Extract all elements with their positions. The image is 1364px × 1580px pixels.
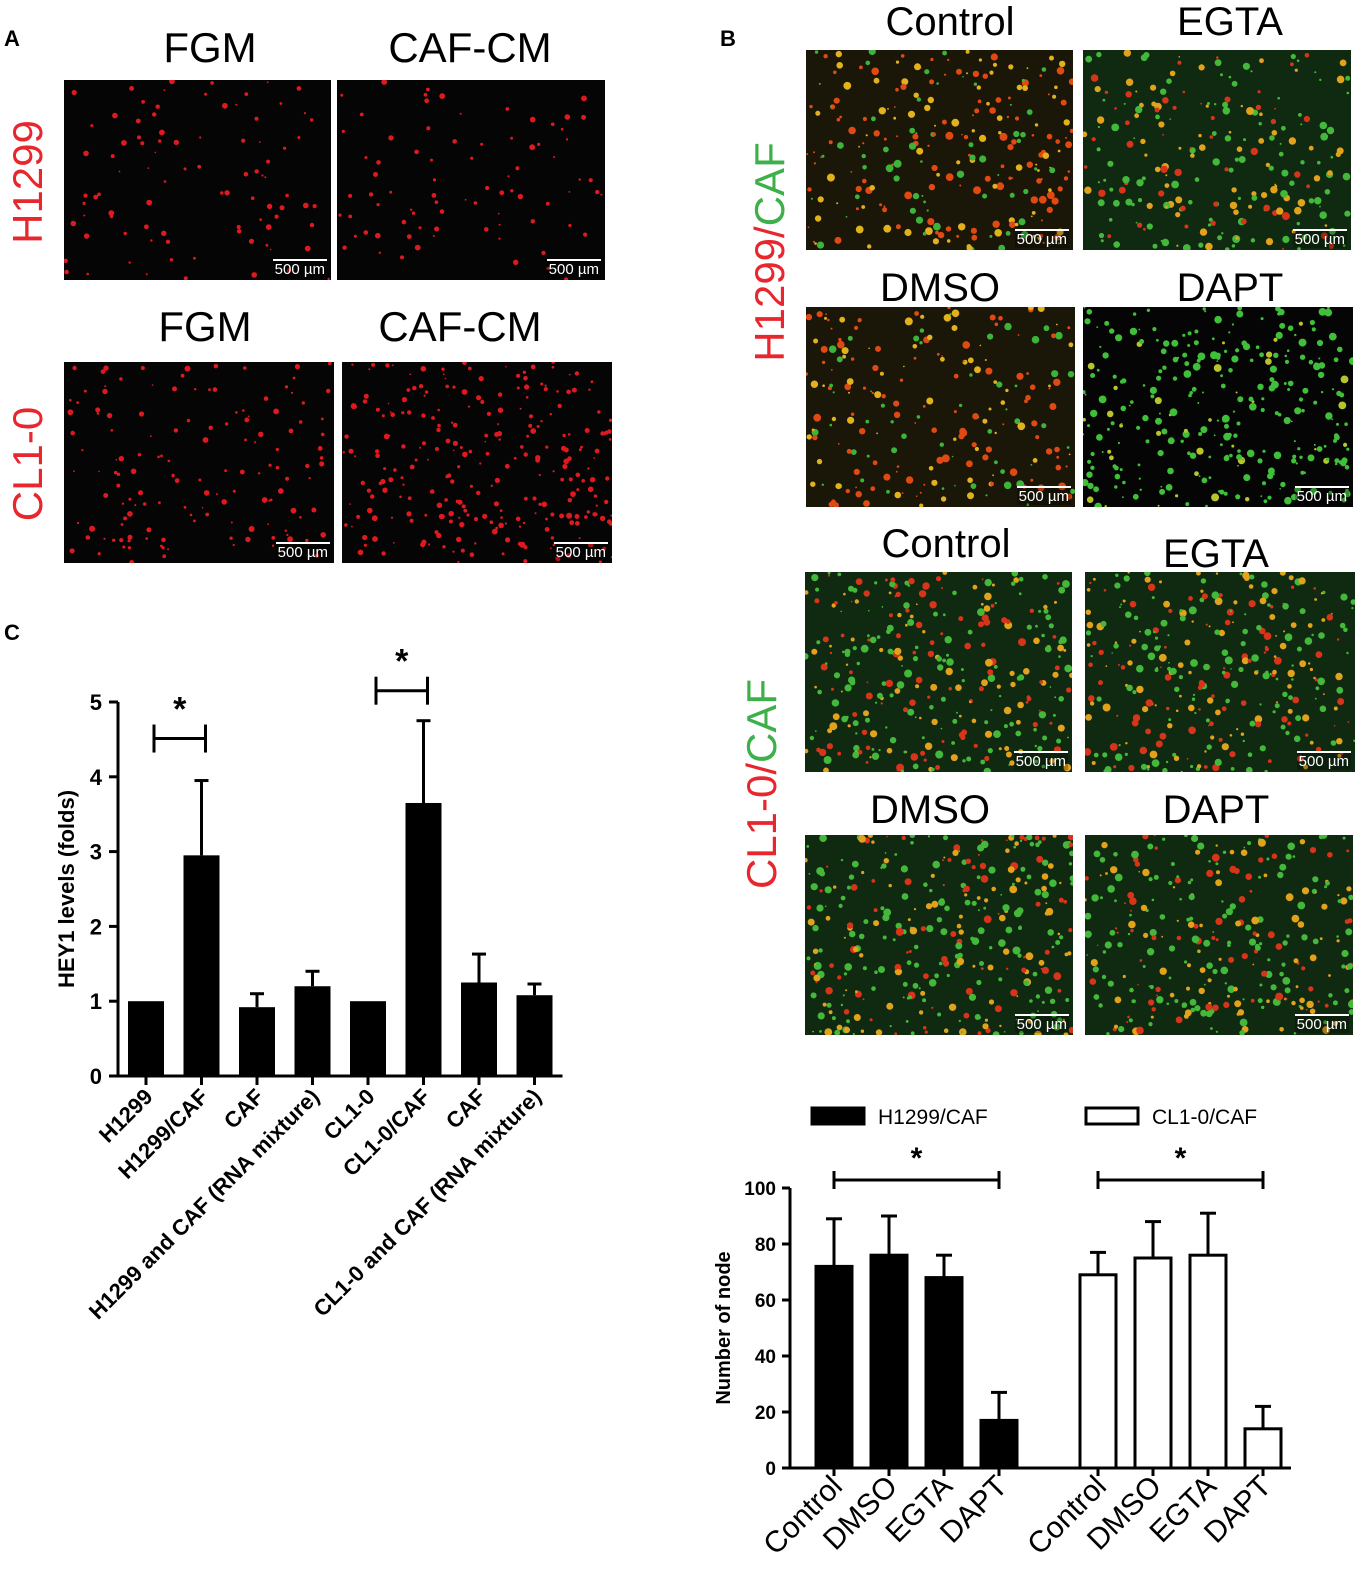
micrograph-cl10caf-egta: 500 µm: [1085, 572, 1355, 772]
scale-bar: 500 µm: [1014, 229, 1069, 248]
bar: [183, 855, 220, 1076]
micrograph-cl10caf-dapt: 500 µm: [1085, 835, 1353, 1035]
bar: [350, 1001, 386, 1076]
panel-b-title-dmso-2: DMSO: [870, 788, 990, 832]
scale-bar: 500 µm: [1294, 486, 1349, 505]
y-tick-label: 0: [765, 1459, 776, 1480]
y-tick-label: 100: [744, 1179, 776, 1200]
bar: [1243, 1427, 1283, 1470]
y-tick-label: 40: [755, 1347, 776, 1368]
scale-bar: 500 µm: [1013, 751, 1068, 770]
scale-bar: 500 µm: [1296, 751, 1351, 770]
panel-a-title-fgm-2: FGM: [158, 303, 252, 350]
scale-bar: 500 µm: [275, 542, 330, 561]
scale-bar: 500 µm: [1292, 229, 1347, 248]
micrograph-cl10caf-control: 500 µm: [805, 572, 1072, 772]
panel-letter-c: C: [4, 620, 20, 645]
panel-a-title-fgm: FGM: [163, 24, 257, 71]
bar: [239, 1007, 275, 1076]
panel-b-row-label-h1299-caf: H1299/CAF: [746, 142, 793, 362]
micrograph-h1299caf-control: 500 µm: [806, 50, 1073, 250]
panel-b-title-egta-1: EGTA: [1177, 0, 1283, 44]
y-tick-label: 2: [90, 914, 102, 939]
panel-b-title-dapt-1: DAPT: [1176, 266, 1284, 310]
y-tick-label: 1: [90, 989, 102, 1014]
bar: [924, 1276, 964, 1470]
scale-bar: 500 µm: [1014, 1014, 1069, 1033]
panel-letter-b: B: [720, 26, 736, 51]
panel-b-title-dmso-1: DMSO: [880, 266, 1000, 310]
significance-star: *: [395, 643, 409, 681]
y-tick-label: 60: [755, 1291, 776, 1312]
significance-star: *: [1175, 1142, 1187, 1175]
y-tick-label: 20: [755, 1403, 776, 1424]
bar: [1078, 1273, 1118, 1470]
x-tick-label: CAF: [219, 1084, 269, 1134]
legend-label: H1299/CAF: [878, 1106, 988, 1129]
scale-bar: 500 µm: [272, 259, 327, 278]
panel-b-title-dapt-2: DAPT: [1162, 788, 1270, 832]
legend-swatch: [810, 1106, 866, 1126]
bar: [1133, 1256, 1173, 1470]
y-tick-label: 80: [755, 1235, 776, 1256]
micrograph-cl10caf-dmso: 500 µm: [805, 835, 1073, 1035]
panel-b-title-control-2: Control: [881, 522, 1011, 566]
chart-number-of-node: H1299/CAF CL1-0/CAF Number of node 0 20 40 60 8…: [713, 1106, 1291, 1561]
micrograph-cl10-fgm: 500 µm: [64, 362, 334, 563]
scale-bar: 500 µm: [546, 259, 601, 278]
significance-star: *: [173, 691, 187, 729]
micrograph-cl10-cafcm: 500 µm: [342, 362, 612, 563]
micrograph-h1299-cafcm: 500 µm: [337, 80, 605, 280]
x-tick-label: CAF: [441, 1084, 491, 1134]
y-axis-label: HEY1 levels (folds): [54, 790, 79, 988]
micrograph-h1299caf-dmso: 500 µm: [806, 307, 1075, 507]
legend-label: CL1-0/CAF: [1152, 1106, 1257, 1129]
bar: [405, 802, 442, 1076]
scale-bar: 500 µm: [1294, 1014, 1349, 1033]
bar: [1188, 1253, 1228, 1470]
bar: [869, 1253, 909, 1470]
bar: [516, 995, 553, 1076]
legend-swatch: [1084, 1106, 1140, 1126]
bar: [461, 982, 497, 1076]
panel-a-title-cafcm: CAF-CM: [388, 24, 552, 71]
panel-b-title-egta-2: EGTA: [1163, 532, 1269, 576]
bar: [128, 1001, 164, 1076]
scale-bar: 500 µm: [553, 542, 608, 561]
micrograph-h1299-fgm: 500 µm: [64, 80, 331, 280]
bar: [979, 1418, 1019, 1470]
panel-a-row-label-h1299: H1299: [4, 120, 51, 244]
micrograph-h1299caf-dapt: 500 µm: [1083, 307, 1353, 507]
y-axis-label: Number of node: [713, 1251, 735, 1404]
panel-a-row-label-cl10: CL1-0: [4, 406, 51, 522]
y-tick-label: 3: [90, 840, 102, 865]
panel-letter-a: A: [4, 26, 20, 51]
panel-a-title-cafcm-2: CAF-CM: [378, 303, 542, 350]
significance-star: *: [911, 1142, 923, 1175]
panel-b-row-label-cl10-caf: CL1-0/CAF: [738, 678, 785, 890]
bar: [814, 1264, 854, 1470]
y-tick-label: 4: [90, 765, 103, 790]
panel-b-title-control-1: Control: [885, 0, 1015, 44]
micrograph-h1299caf-egta: 500 µm: [1083, 50, 1351, 250]
y-tick-label: 0: [90, 1064, 102, 1089]
y-tick-label: 5: [90, 690, 102, 715]
scale-bar: 500 µm: [1016, 486, 1071, 505]
bar: [294, 986, 331, 1076]
